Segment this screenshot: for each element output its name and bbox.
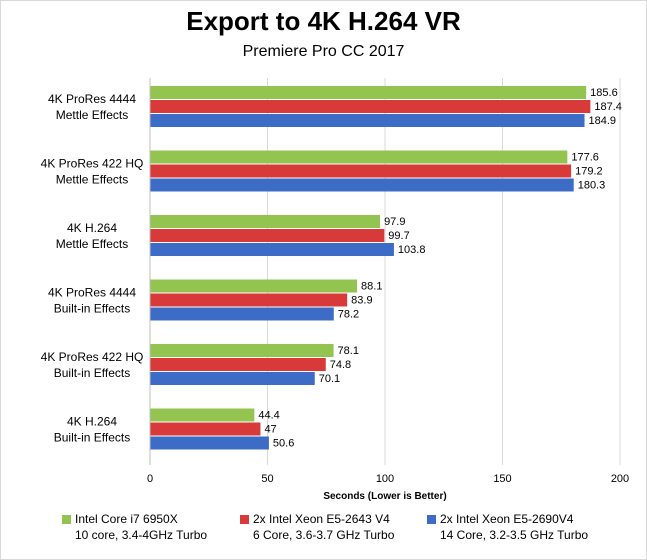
data-label-2-1: 99.7: [388, 230, 409, 242]
data-label-5-2: 50.6: [273, 438, 294, 450]
category-label-0-1: Mettle Effects: [56, 108, 128, 122]
data-label-1-2: 180.3: [578, 180, 606, 192]
category-label-2-1: Mettle Effects: [56, 237, 128, 251]
category-label-1-0: 4K ProRes 422 HQ: [41, 157, 144, 171]
data-label-0-2: 184.9: [589, 115, 617, 127]
x-tick-label-3: 150: [493, 473, 511, 485]
bar-1-1: [150, 164, 572, 178]
data-label-4-0: 78.1: [338, 345, 359, 357]
data-label-5-1: 47: [264, 424, 276, 436]
bar-4-1: [150, 358, 326, 371]
data-label-1-0: 177.6: [571, 152, 599, 164]
data-label-5-0: 44.4: [258, 410, 279, 422]
bar-3-0: [150, 279, 358, 293]
chart-subtitle: Premiere Pro CC 2017: [242, 43, 405, 60]
category-label-3-1: Built-in Effects: [54, 302, 130, 316]
data-label-0-1: 187.4: [594, 101, 622, 113]
bar-2-1: [150, 229, 385, 242]
bar-5-0: [150, 408, 255, 422]
bar-3-1: [150, 293, 348, 307]
data-label-2-2: 103.8: [398, 244, 426, 256]
x-tick-label-2: 100: [376, 473, 394, 485]
data-label-3-1: 83.9: [351, 295, 372, 307]
legend-detail-xeon-e5-2643: 6 Core, 3.6-3.7 GHz Turbo: [253, 528, 395, 542]
bar-2-2: [150, 243, 394, 256]
category-label-5-1: Built-in Effects: [54, 431, 130, 445]
data-label-0-0: 185.6: [590, 87, 618, 99]
legend-swatch-xeon-e5-2690: [427, 515, 436, 524]
data-label-3-2: 78.2: [338, 309, 359, 321]
category-label-4-1: Built-in Effects: [54, 366, 130, 380]
bar-4-0: [150, 344, 334, 357]
data-label-1-1: 179.2: [575, 166, 603, 178]
x-axis-title: Seconds (Lower is Better): [323, 491, 446, 502]
legend-detail-i7-6950x: 10 core, 3.4-4GHz Turbo: [75, 528, 208, 542]
legend-swatch-xeon-e5-2643: [240, 515, 249, 524]
legend-detail-xeon-e5-2690: 14 Core, 3.2-3.5 GHz Turbo: [440, 528, 589, 542]
legend-label-xeon-e5-2690: 2x Intel Xeon E5-2690V4: [440, 512, 574, 526]
x-tick-label-1: 50: [261, 473, 273, 485]
category-label-2-0: 4K H.264: [67, 221, 117, 235]
bar-5-1: [150, 422, 261, 436]
data-label-4-2: 70.1: [319, 373, 340, 385]
bar-3-2: [150, 307, 334, 321]
x-tick-label-0: 0: [147, 473, 153, 485]
bar-4-2: [150, 372, 315, 385]
category-label-0-0: 4K ProRes 4444: [48, 92, 136, 106]
bar-2-0: [150, 215, 381, 228]
bar-0-1: [150, 100, 591, 113]
bar-0-2: [150, 114, 585, 127]
bar-5-2: [150, 436, 269, 450]
category-label-4-0: 4K ProRes 422 HQ: [41, 350, 144, 364]
x-tick-label-4: 200: [611, 473, 629, 485]
legend-swatch-i7-6950x: [62, 515, 71, 524]
data-label-3-0: 88.1: [361, 281, 382, 293]
bar-1-0: [150, 150, 568, 164]
data-label-2-0: 97.9: [384, 216, 405, 228]
legend-label-i7-6950x: Intel Core i7 6950X: [75, 512, 178, 526]
category-label-1-1: Mettle Effects: [56, 173, 128, 187]
data-label-4-1: 74.8: [330, 359, 351, 371]
category-label-5-0: 4K H.264: [67, 415, 117, 429]
bar-1-2: [150, 178, 574, 192]
chart-title: Export to 4K H.264 VR: [186, 6, 461, 36]
bar-0-0: [150, 86, 587, 99]
legend-label-xeon-e5-2643: 2x Intel Xeon E5-2643 V4: [253, 512, 390, 526]
category-label-3-0: 4K ProRes 4444: [48, 286, 136, 300]
